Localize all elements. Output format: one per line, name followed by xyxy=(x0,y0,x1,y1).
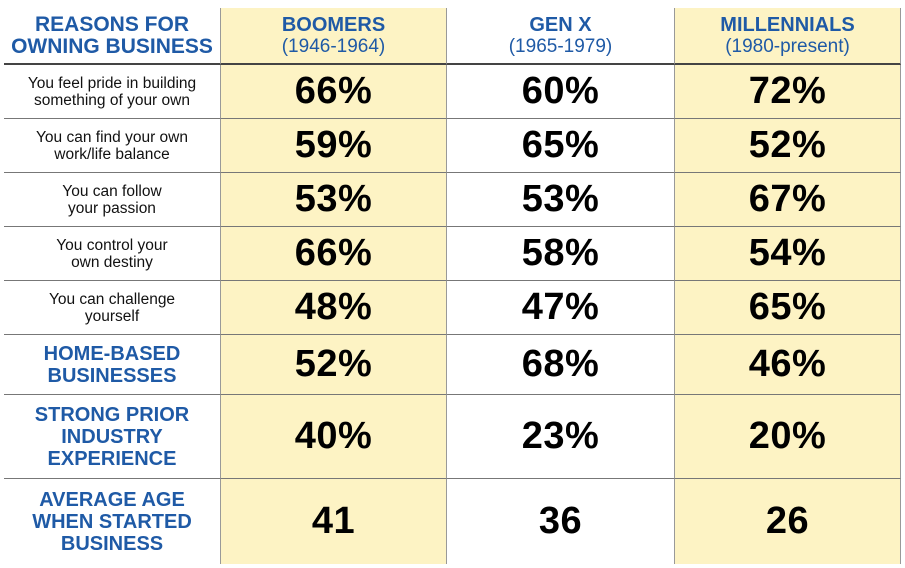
row-label: You can challenge yourself xyxy=(4,281,220,335)
value-cell: 47% xyxy=(447,281,674,335)
value-cell: 53% xyxy=(447,173,674,227)
row-label: You feel pride in building something of … xyxy=(4,65,220,119)
value-cell: 60% xyxy=(447,65,674,119)
value-cell: 65% xyxy=(447,119,674,173)
value-cell: 20% xyxy=(674,395,901,479)
header-generation-3: MILLENNIALS (1980-present) xyxy=(674,8,901,65)
value-cell: 48% xyxy=(220,281,447,335)
value-cell: 36 xyxy=(538,500,583,542)
value-cell: 46% xyxy=(674,335,901,395)
value-cell: 40% xyxy=(220,395,447,479)
value-cell: 52% xyxy=(220,335,447,395)
generation-name: BOOMERS xyxy=(281,13,386,36)
row-label: STRONG PRIOR INDUSTRY EXPERIENCE xyxy=(4,395,220,479)
value-cell: 23% xyxy=(447,395,674,479)
row-label: You control your own destiny xyxy=(4,227,220,281)
value-cell: 65% xyxy=(674,281,901,335)
header-generation-2: GEN X (1965-1979) xyxy=(447,8,674,65)
generation-years: (1965-1979) xyxy=(508,35,613,57)
value-cell: 59% xyxy=(220,119,447,173)
value-cell: 67% xyxy=(674,173,901,227)
value-cell: 68% xyxy=(447,335,674,395)
value-cell: 66% xyxy=(220,227,447,281)
generation-years: (1980-present) xyxy=(725,35,850,57)
value-cell: 26 xyxy=(674,479,901,564)
row-label: You can find your own work/life balance xyxy=(4,119,220,173)
row-label: HOME-BASED BUSINESSES xyxy=(4,335,220,395)
generational-business-table: REASONS FOR OWNING BUSINESS BOOMERS (1946-… xyxy=(4,8,901,564)
value-cell: 41 xyxy=(220,479,447,564)
header-reasons-label: REASONS FOR OWNING BUSINESS xyxy=(4,8,220,65)
row-label: AVERAGE AGE WHEN STARTED BUSINESS xyxy=(32,488,192,555)
value-cell: 66% xyxy=(220,65,447,119)
value-cell: 52% xyxy=(674,119,901,173)
value-cell: 54% xyxy=(674,227,901,281)
header-generation-1: BOOMERS (1946-1964) xyxy=(220,8,447,65)
row-label: You can follow your passion xyxy=(4,173,220,227)
value-cell: 53% xyxy=(220,173,447,227)
generation-name: MILLENNIALS xyxy=(720,13,855,36)
value-cell: 72% xyxy=(674,65,901,119)
generation-years: (1946-1964) xyxy=(281,35,386,57)
value-cell: 58% xyxy=(447,227,674,281)
generation-name: GEN X xyxy=(529,13,592,36)
